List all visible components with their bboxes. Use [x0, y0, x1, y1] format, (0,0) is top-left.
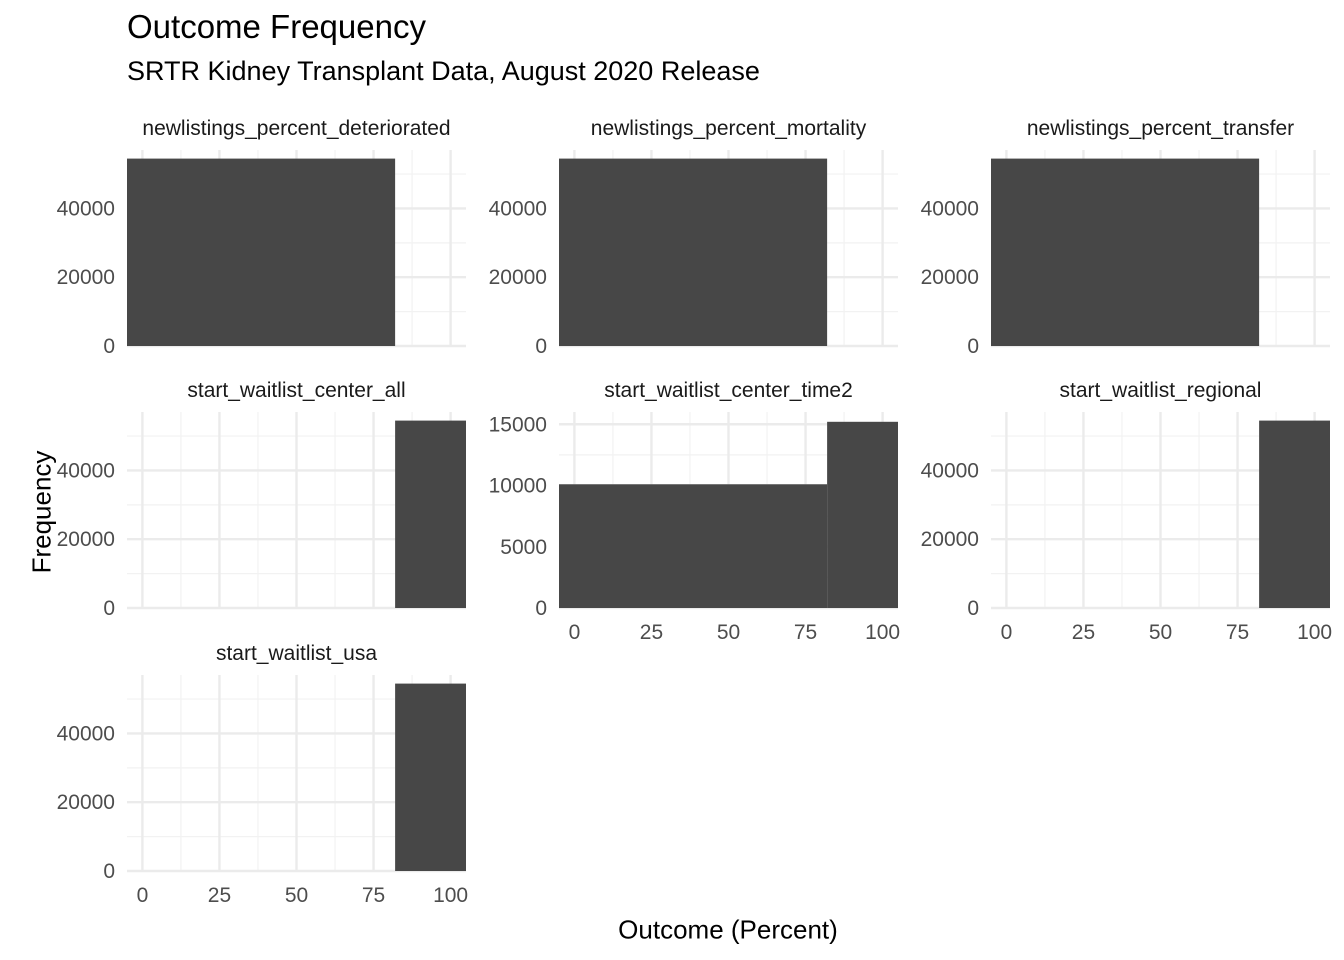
x-tick-label: 25: [640, 621, 663, 644]
x-tick-label: 100: [1297, 621, 1332, 644]
y-tick-label: 40000: [489, 197, 547, 220]
x-tick-label: 25: [1072, 621, 1095, 644]
y-tick-label: 15000: [489, 413, 547, 436]
x-tick-label: 75: [362, 884, 385, 907]
histogram-bar: [127, 158, 396, 346]
y-tick-label: 40000: [921, 459, 979, 482]
x-tick-label: 25: [208, 884, 231, 907]
y-tick-label: 20000: [921, 266, 979, 289]
chart-title: Outcome Frequency: [127, 8, 426, 45]
facet-strip-label: start_waitlist_center_all: [187, 379, 405, 402]
y-tick-label: 5000: [500, 536, 547, 559]
y-tick-label: 40000: [57, 722, 115, 745]
histogram-bar: [827, 421, 898, 608]
y-tick-label: 40000: [921, 197, 979, 220]
x-tick-label: 0: [1001, 621, 1013, 644]
x-tick-label: 75: [794, 621, 817, 644]
y-tick-label: 40000: [57, 459, 115, 482]
y-tick-label: 0: [967, 335, 979, 358]
y-tick-label: 20000: [489, 266, 547, 289]
x-tick-label: 100: [865, 621, 900, 644]
y-tick-label: 20000: [57, 528, 115, 551]
histogram-bar: [1259, 420, 1330, 608]
y-tick-label: 10000: [489, 475, 547, 498]
x-tick-label: 50: [285, 884, 308, 907]
x-axis-label: Outcome (Percent): [618, 914, 838, 945]
facet-strip-label: start_waitlist_usa: [216, 642, 377, 665]
chart-subtitle: SRTR Kidney Transplant Data, August 2020…: [127, 56, 760, 86]
y-tick-label: 0: [103, 597, 115, 620]
y-tick-label: 20000: [57, 791, 115, 814]
x-tick-label: 100: [433, 884, 468, 907]
histogram-bar: [395, 683, 466, 871]
x-tick-label: 0: [569, 621, 581, 644]
histogram-bar: [395, 420, 466, 608]
y-tick-label: 0: [535, 335, 547, 358]
x-tick-label: 75: [1226, 621, 1249, 644]
x-tick-label: 50: [1149, 621, 1172, 644]
y-tick-label: 0: [103, 335, 115, 358]
facet-panel: 0 20000 40000 0 25 50 75 100 start_waitlist_regi…: [921, 379, 1333, 644]
y-tick-label: 0: [967, 597, 979, 620]
histogram-bar: [991, 158, 1260, 346]
facet-panel: 0 20000 40000 start_waitlist_center_all: [57, 379, 466, 620]
facet-panel: 0 20000 40000 newlistings_percent_mortality: [489, 117, 898, 358]
y-tick-label: 0: [103, 860, 115, 883]
y-tick-label: 20000: [57, 266, 115, 289]
facet-strip-label: start_waitlist_center_time2: [604, 379, 853, 402]
x-tick-label: 0: [137, 884, 149, 907]
facet-strip-label: newlistings_percent_deteriorated: [142, 117, 450, 140]
facet-panel: 0 20000 40000 newlistings_percent_deteriora…: [57, 117, 466, 358]
facet-panel: 0 20000 40000 newlistings_percent_transfer: [921, 117, 1330, 358]
facet-strip-label: newlistings_percent_transfer: [1027, 117, 1294, 140]
y-tick-label: 0: [535, 597, 547, 620]
histogram-bar: [559, 158, 828, 346]
facet-panel: 0 5000 10000 15000 0 25 50 75 100 start_waitlist_…: [489, 379, 901, 644]
x-tick-label: 50: [717, 621, 740, 644]
facet-panel: 0 20000 40000 0 25 50 75 100 start_waitlist_usa: [57, 642, 469, 907]
y-tick-label: 40000: [57, 197, 115, 220]
y-tick-label: 20000: [921, 528, 979, 551]
facet-strip-label: start_waitlist_regional: [1060, 379, 1262, 402]
histogram-bar: [559, 484, 828, 608]
facet-strip-label: newlistings_percent_mortality: [591, 117, 867, 140]
